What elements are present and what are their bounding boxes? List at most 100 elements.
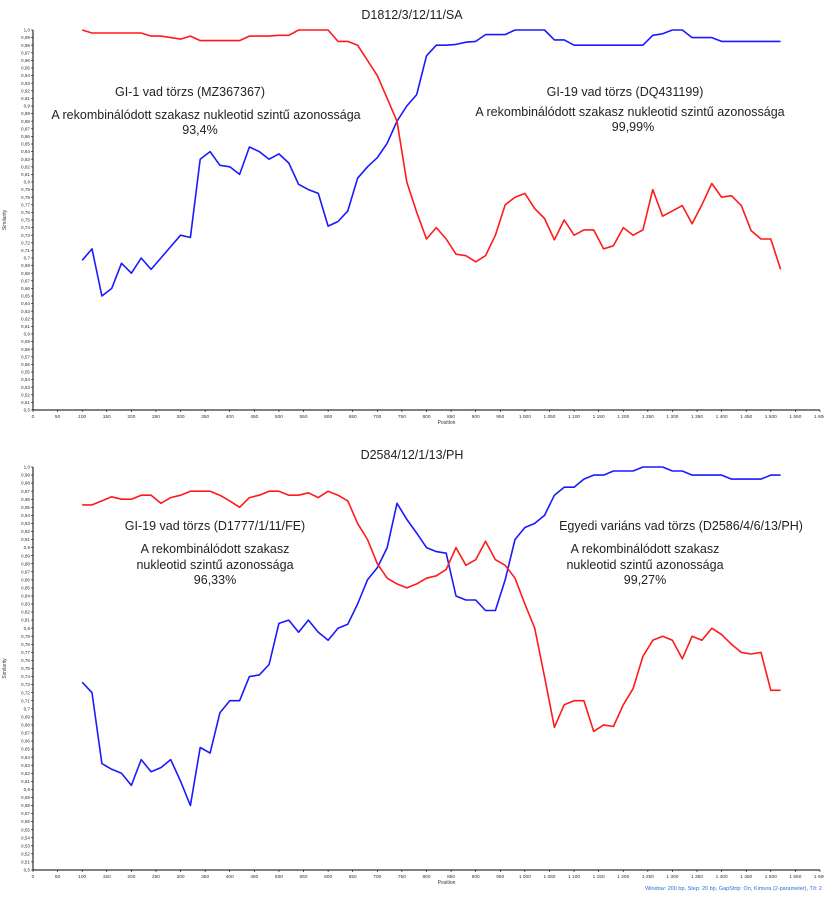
y-tick-label: 0,52	[21, 851, 30, 856]
series-line-blue	[81, 29, 781, 297]
annotation-left-line2: A rekombinálódott szakasz nukleotid szin…	[51, 108, 361, 122]
y-tick-label: 1,0	[24, 465, 31, 470]
y-tick-label: 0,56	[21, 819, 30, 824]
y-tick-label: 0,99	[21, 35, 30, 40]
y-tick-label: 0,8	[24, 626, 31, 631]
x-tick-label: 150	[103, 414, 111, 420]
x-tick-label: 550	[300, 414, 308, 420]
y-tick-label: 0,86	[21, 134, 30, 139]
x-tick-label: 1 150	[593, 414, 605, 420]
y-tick-label: 0,6	[24, 787, 31, 792]
annotation2-right-line4: 99,27%	[623, 573, 667, 587]
x-tick-label: 0	[32, 874, 35, 880]
x-tick-label: 1 000	[519, 414, 531, 420]
x-tick-label: 900	[472, 414, 480, 420]
y-tick-label: 0,84	[21, 149, 30, 154]
y-tick-label: 0,98	[21, 43, 30, 48]
x-tick-label: 950	[496, 874, 504, 880]
y-tick-label: 0,67	[21, 731, 30, 736]
y-tick-label: 0,66	[21, 739, 30, 744]
y-tick-label: 0,5	[24, 408, 31, 413]
x-tick-label: 600	[324, 414, 332, 420]
x-tick-label: 0	[32, 414, 35, 420]
y-tick-label: 0,82	[21, 610, 30, 615]
y-tick-label: 0,59	[21, 339, 30, 344]
y-tick-label: 0,84	[21, 594, 30, 599]
chart-0: 0,5 0,51 0,52 0,53 0,54 0,55 0,56 0,57 0,58 0,59 0…	[2, 28, 824, 426]
x-tick-label: 1 400	[716, 414, 728, 420]
y-tick-label: 0,77	[21, 650, 30, 655]
x-tick-label: 1 600	[814, 874, 824, 880]
annotation2-left-line4: 96,33%	[193, 573, 237, 587]
x-tick-label: 1 150	[593, 874, 605, 880]
x-tick-label: 450	[250, 414, 258, 420]
y-tick-label: 0,95	[21, 66, 30, 71]
y-tick-label: 0,61	[21, 779, 30, 784]
x-tick-label: 100	[78, 874, 86, 880]
y-tick-label: 0,83	[21, 602, 30, 607]
series-line-blue	[81, 466, 781, 807]
x-tick-label: 350	[201, 874, 209, 880]
y-tick-label: 0,81	[21, 618, 30, 623]
y-tick-label: 0,63	[21, 309, 30, 314]
y-tick-label: 0,54	[21, 835, 30, 840]
y-tick-label: 0,97	[21, 489, 30, 494]
y-tick-label: 0,56	[21, 362, 30, 367]
x-tick-label: 1 450	[740, 414, 752, 420]
annotation-right-line2: A rekombinálódott szakasz nukleotid szin…	[475, 105, 785, 119]
annotation-right-line1: GI-19 vad törzs (DQ431199)	[546, 85, 704, 99]
y-tick-label: 0,65	[21, 747, 30, 752]
y-tick-label: 0,53	[21, 843, 30, 848]
y-tick-label: 0,94	[21, 513, 30, 518]
y-tick-label: 0,65	[21, 294, 30, 299]
y-tick-label: 0,79	[21, 187, 30, 192]
y-tick-label: 0,87	[21, 569, 30, 574]
y-tick-label: 0,88	[21, 119, 30, 124]
x-tick-label: 1 350	[691, 874, 703, 880]
x-axis-title: Position	[438, 420, 456, 426]
x-tick-label: 1 250	[642, 874, 654, 880]
chart-1: 0,5 0,51 0,52 0,53 0,54 0,55 0,56 0,57 0,58 0,59 0…	[2, 465, 824, 886]
y-tick-label: 0,97	[21, 50, 30, 55]
series-line-red	[81, 29, 782, 270]
x-tick-label: 250	[152, 874, 160, 880]
y-tick-label: 0,89	[21, 553, 30, 558]
y-tick-label: 0,78	[21, 642, 30, 647]
x-tick-label: 1 350	[691, 414, 703, 420]
y-tick-label: 0,62	[21, 316, 30, 321]
y-tick-label: 0,53	[21, 385, 30, 390]
y-tick-label: 0,96	[21, 497, 30, 502]
y-tick-label: 0,75	[21, 666, 30, 671]
x-tick-label: 200	[127, 874, 135, 880]
chart-title-top: D1812/3/12/11/SA	[361, 8, 463, 22]
y-tick-label: 0,85	[21, 586, 30, 591]
x-tick-label: 1 100	[568, 874, 580, 880]
y-tick-label: 0,73	[21, 682, 30, 687]
y-tick-label: 0,66	[21, 286, 30, 291]
annotation2-left-line3: nukleotid szintű azonossága	[136, 558, 294, 572]
y-tick-label: 0,52	[21, 392, 30, 397]
x-tick-label: 250	[152, 414, 160, 420]
y-tick-label: 0,86	[21, 577, 30, 582]
y-tick-label: 0,83	[21, 157, 30, 162]
y-tick-label: 0,55	[21, 370, 30, 375]
y-tick-label: 0,73	[21, 233, 30, 238]
y-tick-label: 0,68	[21, 271, 30, 276]
x-tick-label: 600	[324, 874, 332, 880]
y-tick-label: 0,85	[21, 142, 30, 147]
annotation2-left-line1: GI-19 vad törzs (D1777/1/11/FE)	[124, 519, 306, 533]
x-tick-label: 450	[250, 874, 258, 880]
y-tick-label: 0,76	[21, 210, 30, 215]
x-tick-label: 800	[422, 414, 430, 420]
x-axis-title: Position	[438, 880, 456, 886]
y-tick-label: 0,59	[21, 795, 30, 800]
y-tick-label: 0,62	[21, 771, 30, 776]
annotation-left-line1: GI-1 vad törzs (MZ367367)	[114, 85, 266, 99]
y-tick-label: 0,92	[21, 529, 30, 534]
x-tick-label: 800	[422, 874, 430, 880]
x-tick-label: 650	[349, 414, 357, 420]
y-tick-label: 0,5	[24, 868, 31, 873]
y-tick-label: 0,61	[21, 324, 30, 329]
x-tick-label: 50	[55, 414, 61, 420]
y-tick-label: 0,94	[21, 73, 30, 78]
